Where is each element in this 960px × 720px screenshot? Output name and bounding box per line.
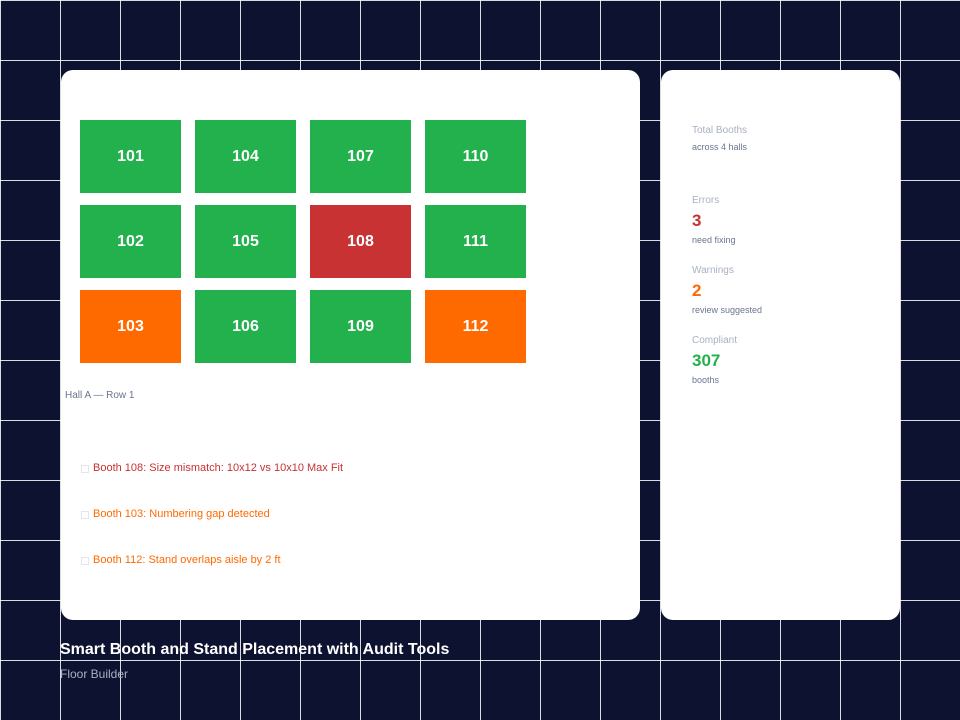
stat-compliant: Compliant 307 booths xyxy=(692,335,882,385)
stat-value: 3 xyxy=(692,211,702,230)
booth-109[interactable]: 109 xyxy=(310,290,411,363)
floor-plan-panel: 101 104 107 110 102 105 108 111 103 106 … xyxy=(61,70,640,620)
issue-text: Booth 112: Stand overlaps aisle by 2 ft xyxy=(93,554,281,566)
stat-value: 307 xyxy=(692,351,721,370)
stat-value: 2 xyxy=(692,281,702,300)
page-subtitle: Floor Builder xyxy=(60,667,129,681)
booth-106[interactable]: 106 xyxy=(195,290,296,363)
issue-item[interactable]: Booth 112: Stand overlaps aisle by 2 ft xyxy=(81,554,343,600)
stat-label: Compliant xyxy=(692,335,738,346)
booth-108[interactable]: 108 xyxy=(310,205,411,278)
booth-102[interactable]: 102 xyxy=(80,205,181,278)
row-label: Hall A — Row 1 xyxy=(65,390,135,401)
booth-107[interactable]: 107 xyxy=(310,120,411,193)
booth-104[interactable]: 104 xyxy=(195,120,296,193)
stat-errors: Errors 3 need fixing xyxy=(692,195,882,245)
booth-105[interactable]: 105 xyxy=(195,205,296,278)
booth-101[interactable]: 101 xyxy=(80,120,181,193)
booth-112[interactable]: 112 xyxy=(425,290,526,363)
stat-sub: need fixing xyxy=(692,235,736,245)
audit-issue-list: Booth 108: Size mismatch: 10x12 vs 10x10… xyxy=(81,462,343,600)
audit-summary-panel: Total Booths across 4 halls Errors 3 nee… xyxy=(661,70,900,620)
issue-item[interactable]: Booth 103: Numbering gap detected xyxy=(81,508,343,554)
issue-bullet-icon xyxy=(81,465,89,473)
stat-sub: review suggested xyxy=(692,305,763,315)
stat-label: Total Booths xyxy=(692,125,748,136)
stat-sub: booths xyxy=(692,375,720,385)
issue-bullet-icon xyxy=(81,557,89,565)
issue-text: Booth 103: Numbering gap detected xyxy=(93,508,270,520)
issue-item[interactable]: Booth 108: Size mismatch: 10x12 vs 10x10… xyxy=(81,462,343,508)
stat-warnings: Warnings 2 review suggested xyxy=(692,265,882,315)
stat-sub: across 4 halls xyxy=(692,142,748,152)
booth-111[interactable]: 111 xyxy=(425,205,526,278)
booth-103[interactable]: 103 xyxy=(80,290,181,363)
booth-110[interactable]: 110 xyxy=(425,120,526,193)
stat-label: Warnings xyxy=(692,265,734,276)
stat-label: Errors xyxy=(692,195,720,206)
page-title: Smart Booth and Stand Placement with Aud… xyxy=(60,641,450,658)
booth-grid: 101 104 107 110 102 105 108 111 103 106 … xyxy=(80,120,526,363)
stat-total-booths: Total Booths across 4 halls xyxy=(692,125,882,152)
issue-bullet-icon xyxy=(81,511,89,519)
issue-text: Booth 108: Size mismatch: 10x12 vs 10x10… xyxy=(93,462,344,474)
